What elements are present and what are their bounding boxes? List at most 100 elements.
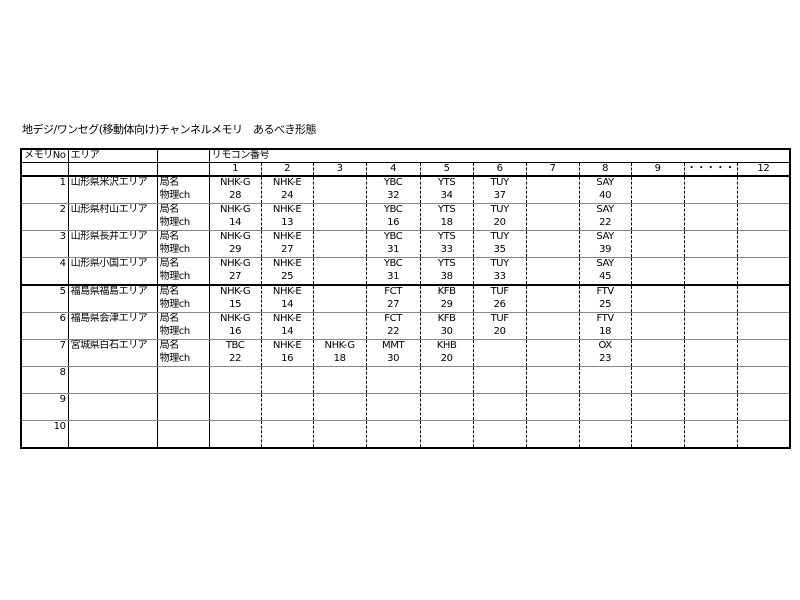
physical-channel: 40	[599, 190, 612, 201]
station-name	[740, 286, 788, 299]
channel-cell: NHK-G 14	[208, 203, 262, 231]
channel-cell	[736, 230, 791, 258]
area-name	[67, 420, 158, 449]
document-title: 地デジ/ワンセグ(移動体向け)チャンネルメモリ あるべき形態	[22, 123, 316, 136]
channel-cell	[365, 420, 421, 449]
physical-channel: 31	[387, 271, 400, 282]
physical-channel: 29	[440, 299, 453, 310]
channel-cell: KHB 20	[419, 339, 474, 367]
physical-channel	[634, 299, 682, 312]
channel-cell	[472, 339, 527, 367]
channel-cell: YBC 16	[365, 203, 421, 231]
channel-cell: SAY 40	[578, 176, 632, 204]
header-area: エリア	[67, 149, 158, 163]
physical-channel	[740, 190, 788, 203]
channel-cell: NHK-E 13	[260, 203, 314, 231]
physical-channel: 27	[229, 271, 242, 282]
channel-cell: YTS 33	[419, 230, 474, 258]
station-name	[687, 177, 735, 190]
physical-channel	[634, 244, 682, 257]
channel-cell	[736, 176, 791, 204]
physical-channel: 35	[493, 244, 506, 255]
channel-cell	[683, 257, 738, 286]
area-name: 山形県村山エリア	[67, 203, 158, 231]
physical-channel: 27	[281, 244, 294, 255]
channel-cell: NHK-G 15	[208, 285, 262, 313]
station-name: NHK-G	[219, 286, 251, 297]
physical-channel: 20	[440, 353, 453, 364]
physical-channel: 30	[387, 353, 400, 364]
area-name: 山形県長井エリア	[67, 230, 158, 258]
channel-cell	[472, 393, 527, 421]
channel-cell	[260, 420, 314, 449]
channel-cell: OX 23	[578, 339, 632, 367]
channel-cell	[683, 420, 738, 449]
channel-cell	[578, 393, 632, 421]
physical-channel: 37	[493, 190, 506, 201]
physical-channel	[687, 353, 735, 366]
header-remote-number: リモコン番号	[208, 149, 791, 163]
physical-channel	[316, 326, 364, 339]
header-channel-3: 3	[312, 162, 367, 177]
channel-cell: NHK-G 28	[208, 176, 262, 204]
station-name	[529, 231, 577, 244]
label-station: 局名	[159, 177, 180, 188]
station-name	[476, 340, 524, 353]
label-station: 局名	[159, 313, 180, 324]
station-name	[634, 286, 682, 299]
station-name	[740, 231, 788, 244]
channel-cell	[312, 230, 367, 258]
station-name: NHK-G	[219, 177, 251, 188]
memory-no: 2	[21, 203, 69, 231]
station-name	[740, 313, 788, 326]
physical-channel: 16	[387, 217, 400, 228]
physical-channel: 39	[599, 244, 612, 255]
channel-cell: NHK-G 16	[208, 312, 262, 340]
header-row: 1 2 3 4 5 6 7 8 9 ・・・・・ 12	[21, 162, 791, 177]
station-name	[687, 258, 735, 271]
station-name	[740, 177, 788, 190]
channel-cell	[630, 203, 685, 231]
memory-no: 4	[21, 257, 69, 286]
channel-cell: FCT 22	[365, 312, 421, 340]
area-name: 福島県会津エリア	[67, 312, 158, 340]
station-name: TUY	[490, 204, 509, 215]
physical-channel: 13	[281, 217, 294, 228]
channel-cell	[683, 230, 738, 258]
channel-cell: YTS 34	[419, 176, 474, 204]
table-row: 7 宮城県白石エリア 局名 物理ch TBC 22 NHK-E 16 NHK-G 18 MMT 30 K…	[21, 339, 791, 367]
label-physical-ch: 物理ch	[159, 353, 191, 364]
station-name: KFB	[437, 313, 456, 324]
physical-channel: 28	[229, 190, 242, 201]
station-name: FTV	[596, 313, 614, 324]
station-name: SAY	[596, 204, 614, 215]
physical-channel	[740, 244, 788, 257]
channel-cell: FTV 25	[578, 285, 632, 313]
label-station: 局名	[159, 231, 180, 242]
header-blank	[67, 162, 158, 177]
channel-cell	[683, 203, 738, 231]
physical-channel: 18	[440, 217, 453, 228]
physical-channel	[529, 326, 577, 339]
station-name: YBC	[383, 177, 403, 188]
area-name: 福島県福島エリア	[67, 285, 158, 313]
label-station: 局名	[159, 258, 180, 269]
channel-cell: NHK-G 18	[312, 339, 367, 367]
row-label	[156, 366, 210, 394]
station-name	[316, 177, 364, 190]
station-name: NHK-G	[324, 340, 355, 351]
physical-channel: 29	[229, 244, 242, 255]
channel-cell	[312, 257, 367, 286]
station-name: NHK-G	[219, 231, 251, 242]
physical-channel: 14	[229, 217, 242, 228]
label-station: 局名	[159, 286, 180, 297]
memory-no: 10	[21, 420, 69, 449]
channel-cell: TUY 37	[472, 176, 527, 204]
channel-cell: NHK-G 29	[208, 230, 262, 258]
station-name	[316, 231, 364, 244]
memory-no: 8	[21, 366, 69, 394]
channel-cell	[525, 312, 580, 340]
physical-channel	[529, 353, 577, 366]
station-name: NHK-G	[219, 258, 251, 269]
physical-channel	[740, 326, 788, 339]
